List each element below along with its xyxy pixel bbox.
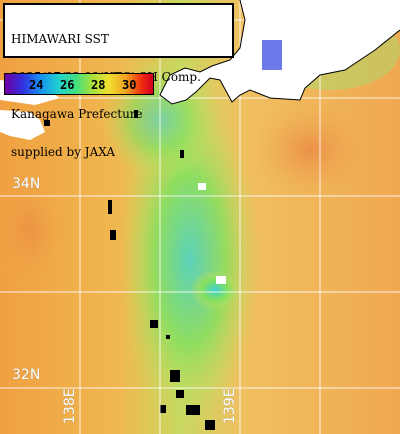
colorbar-tick-30: 30 <box>122 78 137 92</box>
colorbar-tick-24: 24 <box>29 78 44 92</box>
latitude-label-32n: 32N <box>12 367 41 383</box>
title-line-1: HIMAWARI SST <box>11 32 109 46</box>
title-line-4: supplied by JAXA <box>11 144 116 159</box>
cloud-mask <box>44 110 215 430</box>
title-box: HIMAWARI SST 2025/07/22 08(UTC) 3H Comp.… <box>3 3 234 158</box>
title-line-3: Kanagawa Prefecture <box>11 107 143 121</box>
colorbar-tick-26: 26 <box>60 78 75 92</box>
temperature-colorbar: 24 26 28 30 <box>4 73 154 95</box>
colorbar-tick-28: 28 <box>91 78 106 92</box>
longitude-label-138e: 138E <box>62 388 78 424</box>
tokyo-bay-warm <box>262 40 282 70</box>
latitude-label-34n: 34N <box>12 176 41 192</box>
coastline-outline <box>159 0 400 105</box>
longitude-label-139e: 139E <box>222 388 238 424</box>
